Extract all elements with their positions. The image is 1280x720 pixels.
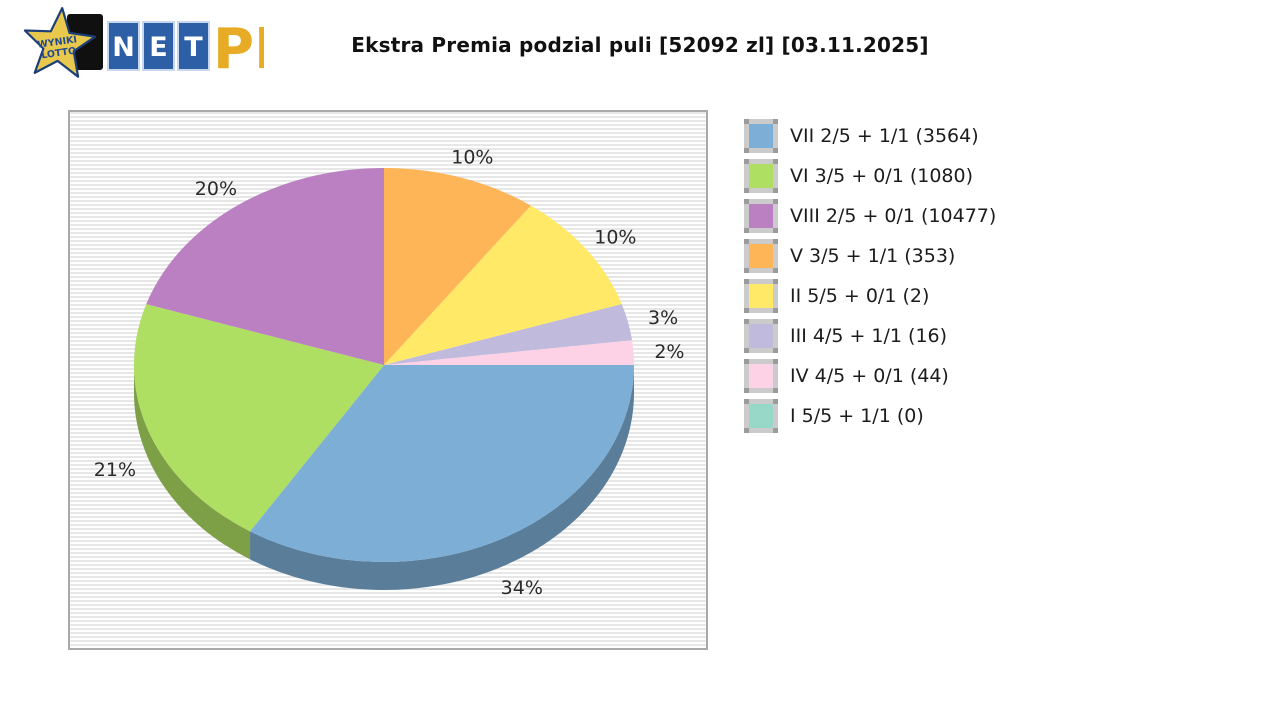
pie-percent-label: 34% (501, 577, 543, 599)
legend-item: VIII 2/5 + 0/1 (10477) (744, 199, 996, 233)
legend-label: I 5/5 + 1/1 (0) (790, 405, 924, 427)
logo-star-text-line1: WYNIKI (37, 34, 78, 50)
legend-swatch (744, 319, 778, 353)
page-title: Ekstra Premia podzial puli [52092 zl] [0… (351, 33, 929, 57)
logo-suffix-pl: PL (213, 17, 264, 82)
pie-percent-label: 21% (94, 459, 136, 481)
logo-letter-n: N (112, 32, 135, 63)
legend-swatch (744, 239, 778, 273)
legend-swatch (744, 119, 778, 153)
legend-label: VII 2/5 + 1/1 (3564) (790, 125, 979, 147)
chart-legend: VII 2/5 + 1/1 (3564) VI 3/5 + 0/1 (1080)… (744, 119, 996, 439)
legend-label: VI 3/5 + 0/1 (1080) (790, 165, 974, 187)
legend-swatch (744, 159, 778, 193)
legend-item: VII 2/5 + 1/1 (3564) (744, 119, 996, 153)
logo-letter-e: E (149, 32, 167, 63)
legend-label: VIII 2/5 + 0/1 (10477) (790, 205, 997, 227)
logo-star-text-line2: LOTTO (41, 46, 77, 62)
legend-swatch (744, 399, 778, 433)
pie-percent-label: 10% (594, 226, 636, 248)
legend-swatch (744, 359, 778, 393)
legend-item: V 3/5 + 1/1 (353) (744, 239, 996, 273)
legend-label: III 4/5 + 1/1 (16) (790, 325, 948, 347)
legend-label: II 5/5 + 0/1 (2) (790, 285, 930, 307)
legend-item: IV 4/5 + 0/1 (44) (744, 359, 996, 393)
pie-percent-label: 10% (451, 147, 493, 169)
legend-item: I 5/5 + 1/1 (0) (744, 399, 996, 433)
pie-percent-label: 2% (654, 341, 684, 363)
legend-item: III 4/5 + 1/1 (16) (744, 319, 996, 353)
legend-swatch (744, 279, 778, 313)
pie-percent-label: 20% (195, 178, 237, 200)
site-logo: WYNIKI LOTTO N E T PL (23, 6, 264, 82)
pie-chart-panel: 34% 21% 20% 10% 10% 3% 2% (68, 110, 708, 650)
legend-label: IV 4/5 + 0/1 (44) (790, 365, 949, 387)
lotto-star-icon (23, 6, 97, 78)
legend-item: II 5/5 + 0/1 (2) (744, 279, 996, 313)
pie-percent-label: 3% (648, 307, 678, 329)
legend-item: VI 3/5 + 0/1 (1080) (744, 159, 996, 193)
pie-chart: 34% 21% 20% 10% 10% 3% 2% (94, 147, 685, 599)
legend-label: V 3/5 + 1/1 (353) (790, 245, 956, 267)
logo-letter-t: T (184, 32, 203, 63)
legend-swatch (744, 199, 778, 233)
logo-net-tiles: N E T (107, 21, 210, 71)
